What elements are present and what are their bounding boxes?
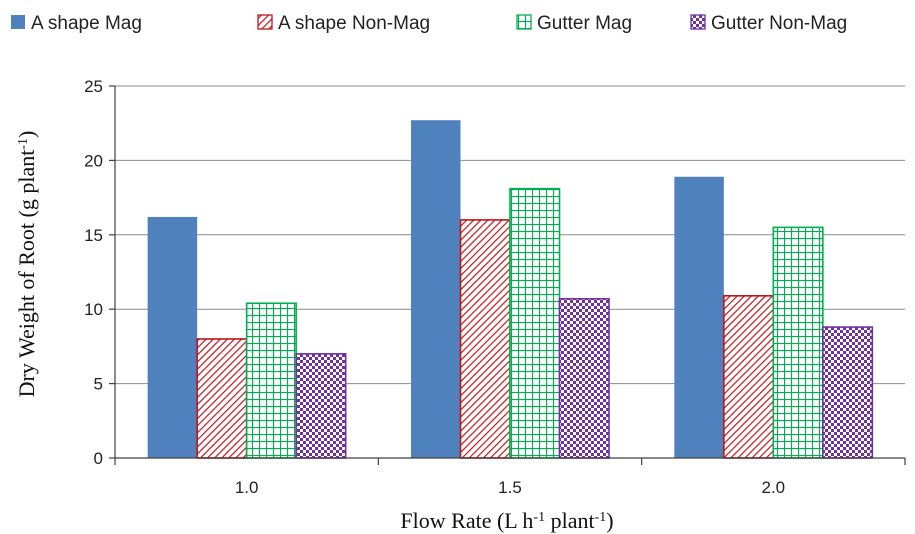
- y-tick-label: 25: [84, 77, 103, 96]
- legend-label: A shape Non-Mag: [278, 13, 430, 34]
- y-axis-title: Dry Weight of Root (g plant-1): [14, 131, 39, 398]
- axes: [109, 85, 906, 465]
- legend-swatch: [11, 15, 25, 29]
- legend-label: Gutter Non-Mag: [711, 13, 847, 34]
- bar-gutter-mag-1-0: [245, 302, 297, 459]
- y-tick-label: 10: [84, 300, 103, 319]
- y-tick-label: 5: [94, 375, 103, 394]
- x-axis-title: Flow Rate (L h-1 plant-1): [400, 508, 613, 533]
- x-tick-label: 1.5: [498, 478, 522, 497]
- bar-gutter-non-mag-1-0: [295, 353, 347, 459]
- bar-a-shape-non-mag-1-5: [459, 219, 511, 459]
- legend: A shape Mag A shape Non-Mag Gutter Mag Gutt…: [11, 13, 847, 34]
- bar-a-shape-mag-1-5: [411, 120, 461, 458]
- x-tick-label: 2.0: [762, 478, 786, 497]
- legend-label: Gutter Mag: [537, 13, 632, 34]
- y-tick-label: 15: [84, 226, 103, 245]
- bar-a-shape-non-mag-2-0: [723, 295, 775, 459]
- bar-a-shape-non-mag-1-0: [196, 338, 248, 459]
- bar-a-shape-mag-2-0: [674, 176, 724, 458]
- x-tick-label: 1.0: [235, 478, 259, 497]
- bar-gutter-non-mag-1-5: [558, 297, 610, 459]
- y-tick-labels: 0 5 10 15 20 25: [84, 77, 103, 468]
- legend-swatch: [257, 14, 273, 30]
- bar-a-shape-mag-1-0: [147, 216, 198, 458]
- bars: [147, 120, 874, 459]
- legend-swatch: [516, 14, 532, 30]
- bar-gutter-non-mag-2-0: [822, 326, 874, 459]
- legend-swatch: [690, 14, 706, 30]
- x-tick-labels: 1.0 1.5 2.0: [235, 478, 785, 497]
- y-tick-label: 20: [84, 151, 103, 170]
- legend-label: A shape Mag: [31, 13, 142, 34]
- bar-gutter-mag-2-0: [772, 226, 824, 459]
- bar-gutter-mag-1-5: [509, 187, 561, 459]
- y-tick-label: 0: [94, 449, 103, 468]
